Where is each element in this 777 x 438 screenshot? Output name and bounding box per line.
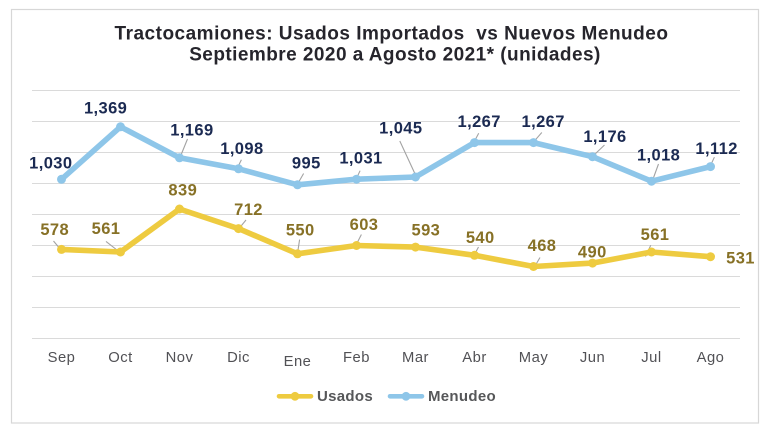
svg-text:Menudeo: Menudeo	[428, 388, 496, 405]
svg-text:May: May	[519, 350, 549, 366]
svg-text:Oct: Oct	[108, 350, 133, 366]
svg-text:578: 578	[40, 221, 69, 239]
svg-text:1,031: 1,031	[339, 150, 382, 168]
svg-text:Tractocamiones: Usados Importa: Tractocamiones: Usados Importados vs Nue…	[115, 24, 669, 45]
svg-text:490: 490	[578, 244, 607, 262]
svg-text:1,267: 1,267	[458, 113, 501, 131]
svg-text:1,169: 1,169	[170, 122, 213, 140]
svg-text:Feb: Feb	[343, 350, 370, 366]
svg-text:Ago: Ago	[697, 350, 725, 366]
svg-text:468: 468	[528, 237, 557, 255]
svg-text:550: 550	[286, 222, 315, 240]
svg-text:1,369: 1,369	[84, 100, 127, 118]
svg-text:531: 531	[726, 250, 755, 268]
svg-text:Mar: Mar	[402, 350, 429, 366]
svg-text:Nov: Nov	[166, 350, 194, 366]
svg-text:1,045: 1,045	[379, 120, 422, 138]
svg-text:712: 712	[234, 201, 263, 219]
svg-text:Septiembre 2020 a Agosto 2021*: Septiembre 2020 a Agosto 2021* (unidades…	[189, 45, 601, 66]
svg-text:Usados: Usados	[317, 388, 373, 405]
svg-text:Dic: Dic	[227, 350, 250, 366]
svg-text:540: 540	[466, 229, 495, 247]
svg-text:593: 593	[412, 222, 441, 240]
svg-text:561: 561	[641, 226, 670, 244]
svg-text:603: 603	[350, 216, 379, 234]
svg-text:Jul: Jul	[641, 350, 661, 366]
svg-text:1,267: 1,267	[522, 113, 565, 131]
svg-text:1,030: 1,030	[29, 155, 72, 173]
svg-text:1,098: 1,098	[220, 140, 263, 158]
svg-text:Sep: Sep	[48, 350, 76, 366]
svg-text:1,018: 1,018	[637, 147, 680, 165]
svg-text:561: 561	[92, 220, 121, 238]
svg-text:1,176: 1,176	[583, 128, 626, 146]
svg-text:Jun: Jun	[580, 350, 605, 366]
svg-text:Abr: Abr	[462, 350, 487, 366]
svg-text:839: 839	[168, 182, 197, 200]
svg-text:1,112: 1,112	[695, 140, 737, 158]
svg-text:995: 995	[292, 155, 321, 173]
svg-text:Ene: Ene	[284, 354, 312, 370]
